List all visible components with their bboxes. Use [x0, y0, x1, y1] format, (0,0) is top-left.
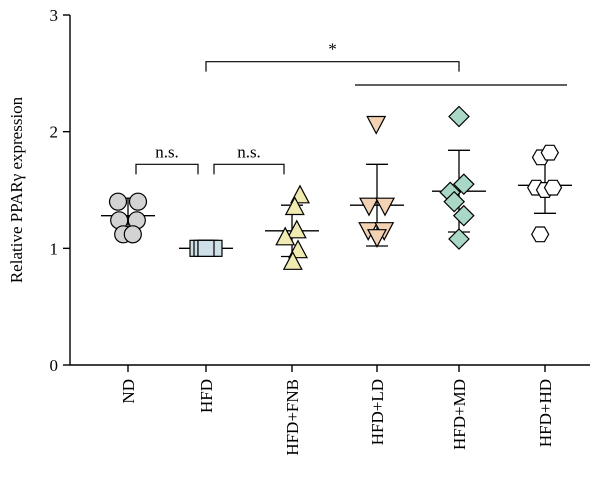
data-point-triangle-up	[282, 251, 303, 270]
x-category-label: HFD+HD	[536, 379, 555, 447]
x-category-label: HFD+MD	[450, 379, 469, 450]
data-point-circle	[123, 225, 142, 244]
data-point-diamond	[448, 105, 470, 128]
data-point-diamond	[452, 204, 475, 227]
data-point-hexagon	[531, 226, 550, 243]
x-category-labels: ND HFD HFD+FNB HFD+LD HFD+MD HFD+HD	[119, 365, 555, 456]
x-category-label: HFD+FNB	[283, 379, 302, 456]
y-tick-label: 1	[50, 239, 59, 258]
data-point-triangle-down	[375, 197, 395, 217]
significance-bracket	[213, 163, 285, 175]
axes	[69, 15, 590, 366]
significance-brackets: n.s. n.s. *	[135, 40, 567, 175]
significance-label: n.s.	[237, 142, 261, 161]
data-point-diamond	[443, 190, 466, 213]
data-point-circle	[108, 192, 128, 211]
data-point-triangle-up	[284, 196, 305, 216]
y-tick-label: 3	[50, 6, 59, 25]
data-point-hexagon	[540, 144, 559, 161]
y-tick-label: 0	[50, 356, 59, 375]
y-axis-title: Relative PPARγ expression	[7, 96, 26, 283]
data-point-diamond	[448, 228, 470, 250]
data-points	[108, 105, 563, 270]
data-point-circle	[128, 192, 148, 211]
data-point-triangle-up	[286, 219, 307, 239]
data-point-triangle-down	[366, 115, 387, 135]
data-point-square	[197, 239, 215, 257]
data-point-hexagon	[543, 179, 563, 196]
data-point-triangle-down	[359, 197, 379, 217]
data-point-triangle-up	[275, 226, 296, 246]
y-ticks: 0 1 2 3	[50, 6, 70, 375]
x-category-label: HFD+LD	[368, 379, 387, 445]
data-point-triangle-down	[367, 229, 387, 248]
significance-label: *	[328, 40, 337, 59]
x-category-label: ND	[119, 379, 138, 404]
significance-bracket	[205, 61, 460, 72]
data-point-diamond	[452, 173, 475, 196]
y-tick-label: 2	[50, 123, 59, 142]
significance-label: n.s.	[155, 142, 179, 161]
error-bars	[101, 149, 572, 258]
x-category-label: HFD	[197, 379, 216, 413]
significance-bracket	[135, 163, 199, 175]
